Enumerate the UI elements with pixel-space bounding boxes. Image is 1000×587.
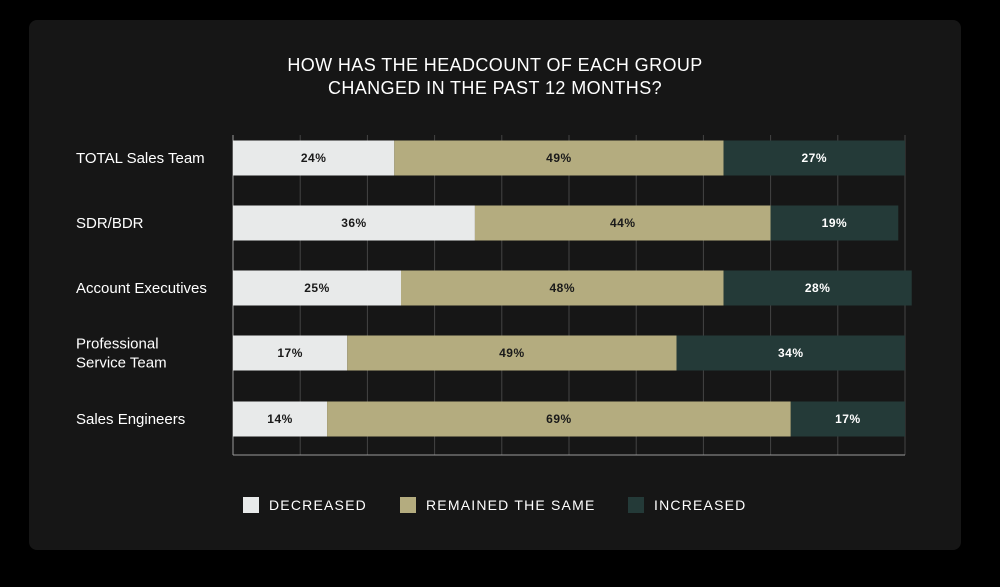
data-label-remained: 44% <box>610 216 636 230</box>
category-label-line: TOTAL Sales Team <box>76 150 205 167</box>
bar-increased <box>676 335 905 371</box>
bar-decreased <box>233 335 348 371</box>
category-label: Sales Engineers <box>76 411 185 428</box>
bar-remained <box>347 335 677 371</box>
bar-decreased <box>233 205 475 241</box>
legend-swatch-remained <box>400 497 416 513</box>
data-label-decreased: 17% <box>277 346 303 360</box>
bar-remained <box>401 270 724 306</box>
bar-decreased <box>233 270 401 306</box>
category-label-line: Sales Engineers <box>76 411 185 428</box>
data-label-increased: 28% <box>805 281 831 295</box>
data-label-decreased: 14% <box>267 412 293 426</box>
bar-remained <box>474 205 771 241</box>
bar-increased <box>723 140 905 176</box>
category-label-line: Account Executives <box>76 280 207 297</box>
data-label-remained: 48% <box>550 281 576 295</box>
category-label-line: SDR/BDR <box>76 215 144 232</box>
data-label-increased: 27% <box>802 151 828 165</box>
bar-increased <box>790 401 905 437</box>
legend-label-remained: REMAINED THE SAME <box>426 497 596 513</box>
legend-swatch-increased <box>628 497 644 513</box>
legend-label-increased: INCREASED <box>654 497 747 513</box>
category-label-line: Professional <box>76 336 159 353</box>
data-label-remained: 49% <box>546 151 572 165</box>
bar-decreased <box>233 140 395 176</box>
chart-title: HOW HAS THE HEADCOUNT OF EACH GROUP CHAN… <box>0 54 990 100</box>
category-label: Account Executives <box>76 280 207 297</box>
legend-item-remained: REMAINED THE SAME <box>400 497 596 513</box>
bar-remained <box>394 140 724 176</box>
bar-remained <box>327 401 791 437</box>
chart-title-line-1: HOW HAS THE HEADCOUNT OF EACH GROUP <box>287 55 703 75</box>
bar-decreased <box>233 401 328 437</box>
data-label-remained: 69% <box>546 412 572 426</box>
category-label: Professional Service Team <box>76 336 167 372</box>
data-label-decreased: 25% <box>304 281 330 295</box>
legend-label-decreased: DECREASED <box>269 497 367 513</box>
bar-increased <box>770 205 899 241</box>
category-label: TOTAL Sales Team <box>76 150 205 167</box>
bar-increased <box>723 270 912 306</box>
category-label: SDR/BDR <box>76 215 144 232</box>
category-labels: TOTAL Sales Team SDR/BDR Account Executive… <box>76 150 207 428</box>
data-label-decreased: 36% <box>341 216 367 230</box>
legend-item-increased: INCREASED <box>628 497 746 513</box>
data-label-remained: 49% <box>499 346 525 360</box>
legend-swatch-decreased <box>243 497 259 513</box>
legend-item-decreased: DECREASED <box>243 497 367 513</box>
data-label-increased: 19% <box>822 216 848 230</box>
bars: 24% 49% 27% 36% 44% 19% 25% 48% 28% 17% 49% 34% 14% 6… <box>233 140 912 437</box>
data-label-increased: 34% <box>778 346 804 360</box>
chart-legend: DECREASED REMAINED THE SAME INCREASED <box>0 497 1000 517</box>
chart-title-line-2: CHANGED IN THE PAST 12 MONTHS? <box>327 78 663 98</box>
data-label-decreased: 24% <box>301 151 327 165</box>
category-label-line: Service Team <box>76 355 167 372</box>
data-label-increased: 17% <box>835 412 861 426</box>
